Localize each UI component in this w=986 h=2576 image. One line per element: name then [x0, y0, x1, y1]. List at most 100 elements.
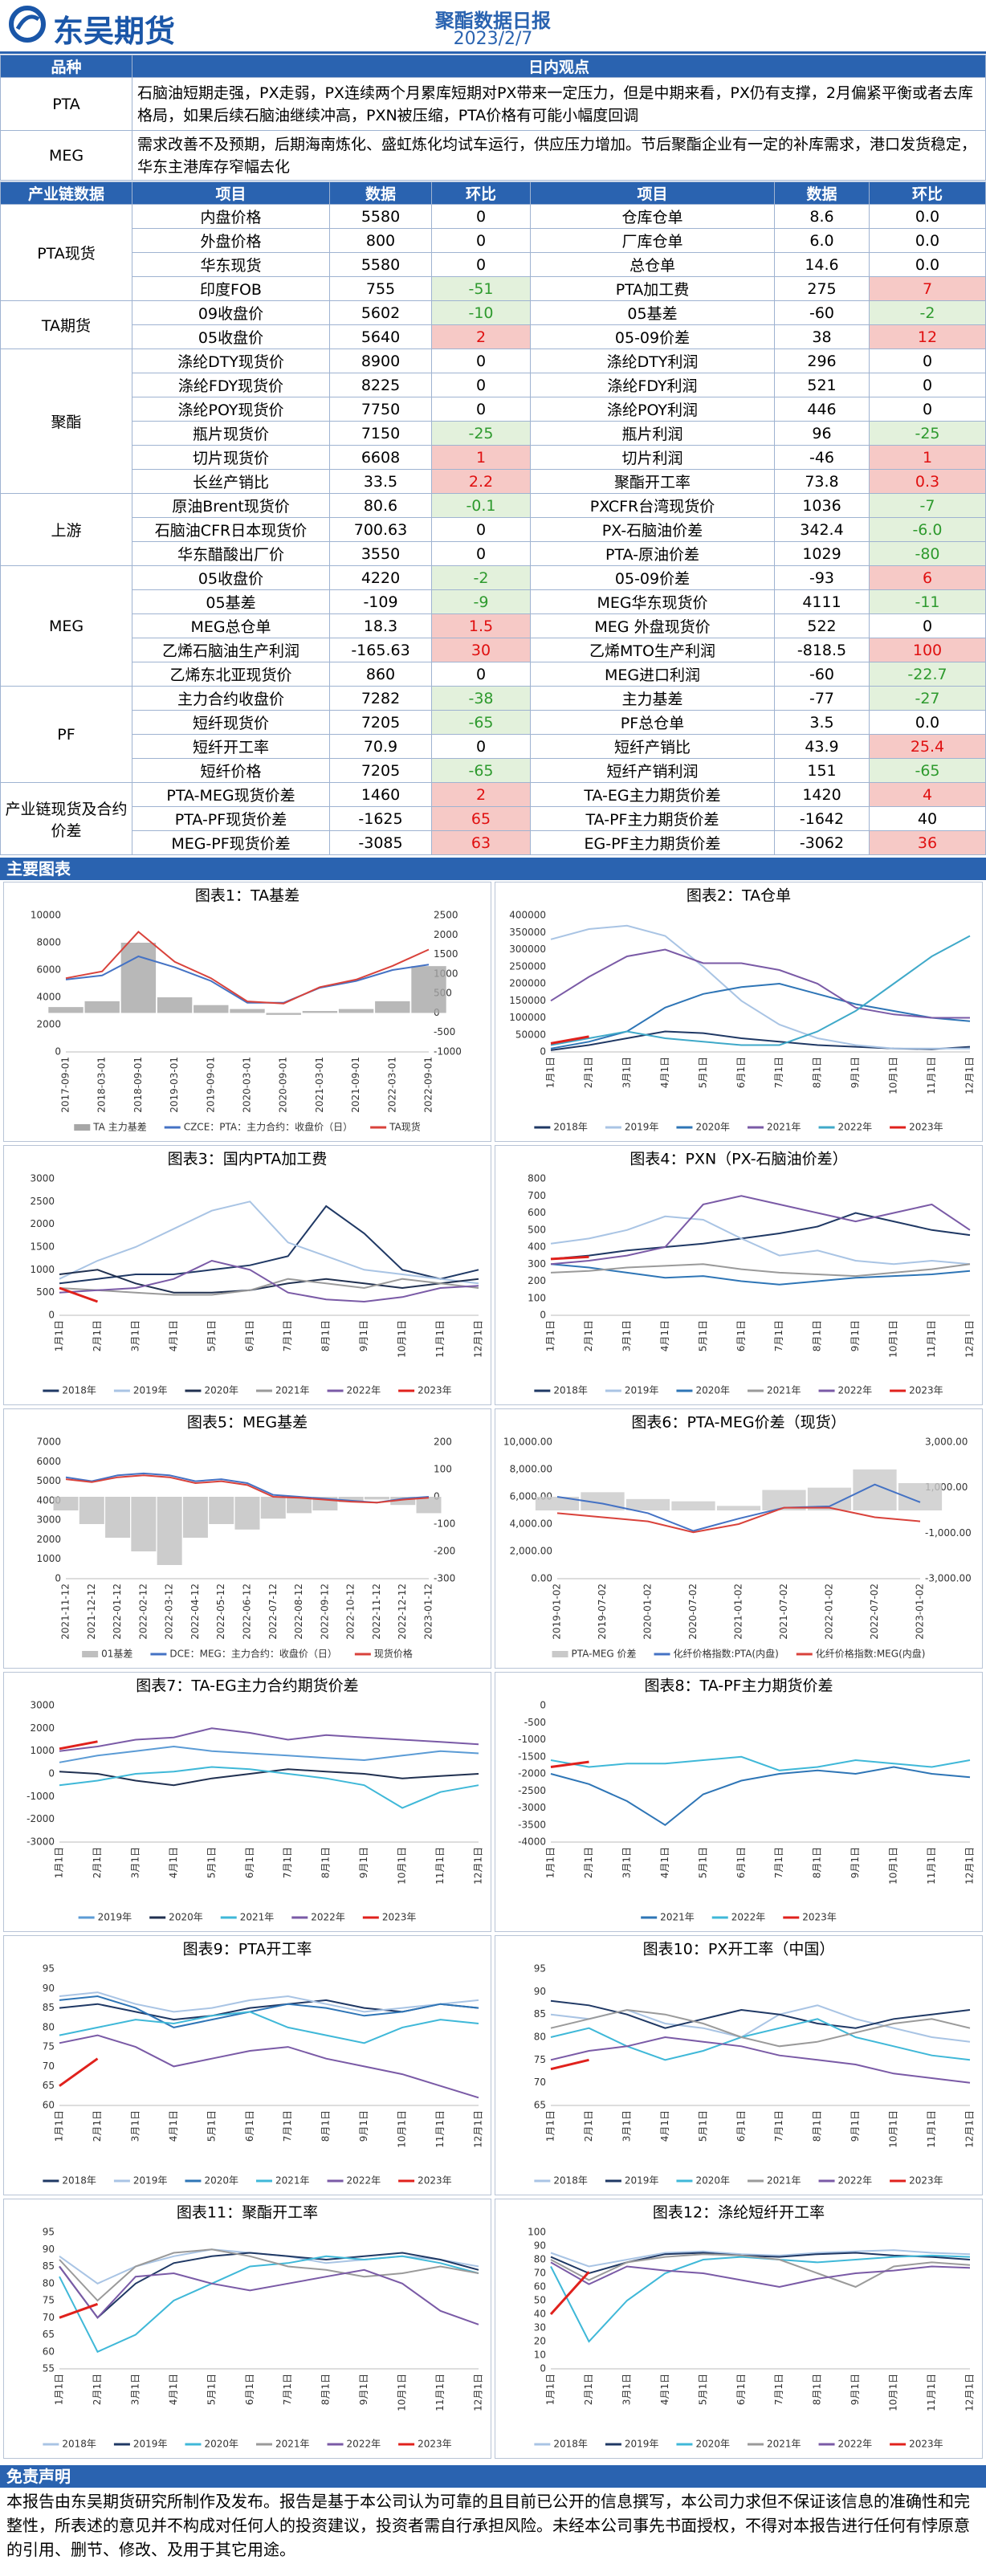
legend: 2018年 2019年 2020年 2021年 2022年 2023年 [534, 2439, 943, 2450]
area-bar [671, 1501, 715, 1510]
chart-panel: 图表6：PTA-MEG价差（现货）0.002,000.004,000.006,0… [495, 1408, 983, 1669]
chart-panel: 图表4：PXN（PX-石脑油价差） 0 100 200 300 400 500 600 700 8… [495, 1145, 983, 1405]
y-tick-label: 100000 [509, 1012, 546, 1023]
panel-border [3, 1672, 491, 1932]
y-tick-label: 90 [43, 1983, 55, 1994]
table-row: 涤纶FDY现货价 8225 0 涤纶FDY利润 521 0 [1, 373, 986, 397]
y-tick-label: 30 [534, 2322, 546, 2333]
legend-label: 2018年 [62, 1385, 96, 1396]
x-tick-label: 12月1日 [473, 1847, 484, 1885]
y-tick-label: -2000 [518, 1768, 546, 1779]
table-cell: 40 [869, 806, 986, 831]
header-cell: 项目 [530, 181, 775, 205]
table-cell: 100 [869, 638, 986, 662]
y-tick-label: 90 [534, 1986, 546, 1997]
table-cell: 1.5 [431, 613, 531, 638]
table-cell: 14.6 [774, 252, 870, 277]
table-cell: 0 [869, 348, 986, 373]
chart-panel: 图表5：MEG基差01000200030004000500060007000-3… [3, 1408, 491, 1669]
y-tick-label: 95 [43, 2227, 55, 2238]
chart-title: 图表7：TA-EG主力合约期货价差 [136, 1677, 358, 1695]
y-tick-label: -3000 [518, 1802, 546, 1813]
legend: 01基差 DCE：MEG：主力合约：收盘价（日） 现货价格 [82, 1648, 413, 1660]
legend-label: 2022年 [838, 2439, 873, 2450]
table-row: 产业链现货及合约价差 PTA-MEG现货价差 1460 2 TA-EG主力期货价差 142… [0, 782, 986, 855]
y-tick-label: 10 [534, 2350, 546, 2361]
table-cell: -93 [774, 565, 870, 590]
y-tick-label: 4,000.00 [510, 1518, 552, 1530]
table-cell: 华东现货 [132, 252, 330, 277]
table-cell: 内盘价格 [132, 204, 330, 229]
area-bar [416, 1497, 442, 1514]
table-body: PTA现货 内盘价格 5580 0 仓库仓单 8.6 0.0 外盘价格 800 0 厂库仓单 6.0 0… [0, 204, 986, 855]
table-cell: MEG总仓单 [132, 613, 330, 638]
chart-panel: 图表10：PX开工率（中国） 65 70 75 80 85 90 95 1月1日 2月1日 3月1日… [495, 1935, 983, 2195]
table-cell: 乙烯MTO生产利润 [530, 638, 775, 662]
x-tick-label: 2019-03-01 [169, 1057, 180, 1113]
logo-icon [9, 6, 46, 43]
y-tick-label: 500 [36, 1286, 55, 1298]
x-tick-label: 12月1日 [473, 2110, 484, 2148]
legend-label: 2020年 [204, 1385, 238, 1396]
table-cell: 主力基差 [530, 686, 775, 711]
table-cell: EG-PF主力期货价差 [530, 830, 775, 855]
x-tick-label: 11月1日 [434, 2374, 446, 2411]
table-cell: 0 [869, 613, 986, 638]
x-tick-label: 2月1日 [583, 2374, 594, 2405]
x-tick-label: 2020-01-02 [642, 1584, 654, 1640]
x-tick-label: 8月1日 [812, 2374, 823, 2405]
x-tick-label: 2019-01-02 [552, 1584, 563, 1640]
table-cell: 短纤开工率 [132, 734, 330, 759]
y-tick-label: 250000 [509, 960, 546, 972]
series-line [59, 2265, 479, 2325]
table-row: PF 主力合约收盘价 7282 -38 主力基差 -77 -27 [0, 686, 986, 783]
legend-label: 2021年 [767, 1385, 801, 1396]
y-tick-label: 60 [43, 2100, 55, 2111]
series-line [59, 1995, 479, 2028]
x-tick-label: 8月1日 [812, 1320, 823, 1351]
chart-panel: 图表1：TA基差0200040006000800010000-1000-5000… [3, 882, 491, 1142]
brand: 东吴期货 [53, 14, 176, 49]
table-cell: 华东醋酸出厂价 [132, 541, 330, 566]
table-cell: 石脑油CFR日本现货价 [132, 517, 330, 542]
series-line [59, 2252, 479, 2319]
table-cell: 5580 [329, 252, 432, 277]
table-cell: 0.0 [869, 228, 986, 253]
area-bar [535, 1497, 580, 1510]
table-cell: 印度FOB [132, 276, 330, 301]
series-line [550, 1263, 971, 1286]
table-cell: 05收盘价 [132, 324, 330, 349]
x-tick-label: 1月1日 [54, 1847, 65, 1878]
table-cell: 2 [431, 324, 531, 349]
series-line [550, 1212, 971, 1260]
series-line [59, 1286, 99, 1303]
report-title: 聚酯数据日报 [435, 10, 551, 32]
legend-label: 2018年 [62, 2175, 96, 2187]
y-tick-label: 6000 [36, 964, 61, 976]
series-line [59, 2011, 479, 2044]
y-tick-label: 7000 [36, 1437, 61, 1448]
series-line [550, 1263, 971, 1278]
chart-title: 图表8：TA-PF主力期货价差 [644, 1677, 833, 1695]
y-tick-label: 85 [43, 2002, 55, 2013]
table-cell: -165.63 [329, 638, 432, 662]
table-cell: 05基差 [530, 300, 775, 325]
x-tick-label: 2017-09-01 [60, 1057, 71, 1113]
area-bar [105, 1497, 131, 1538]
chart-panel: 图表11：聚酯开工率 55 60 65 70 75 80 85 90 95 1月1日 2月1日 3月1日… [3, 2199, 491, 2459]
legend-label: 2019年 [625, 2439, 659, 2450]
legend-label: 2020年 [695, 1122, 730, 1133]
x-tick-label: 2020-09-01 [278, 1057, 289, 1113]
table-cell: 涤纶DTY利润 [530, 348, 775, 373]
y-tick-label: 60 [43, 2346, 55, 2357]
data-table: 产业链数据 项目 数据 环比 项目 数据 环比 PTA现货 内盘价格 5580 0 仓库仓单 8.6 0… [0, 181, 986, 855]
x-tick-label: 2019-07-02 [597, 1584, 608, 1640]
section-bar: 主要图表 [0, 858, 986, 880]
x-tick-label: 2月1日 [92, 2110, 103, 2142]
table-cell: 05收盘价 [132, 565, 330, 590]
chart-panel: 图表9：PTA开工率 60 65 70 75 80 85 90 95 1月1日 2月1日 3月1日 4月… [3, 1935, 491, 2195]
y-tick-label: 1500 [30, 1241, 55, 1253]
series-line [550, 1215, 971, 1266]
series-line [550, 1999, 971, 2029]
table-cell: MEG-PF现货价差 [132, 830, 330, 855]
